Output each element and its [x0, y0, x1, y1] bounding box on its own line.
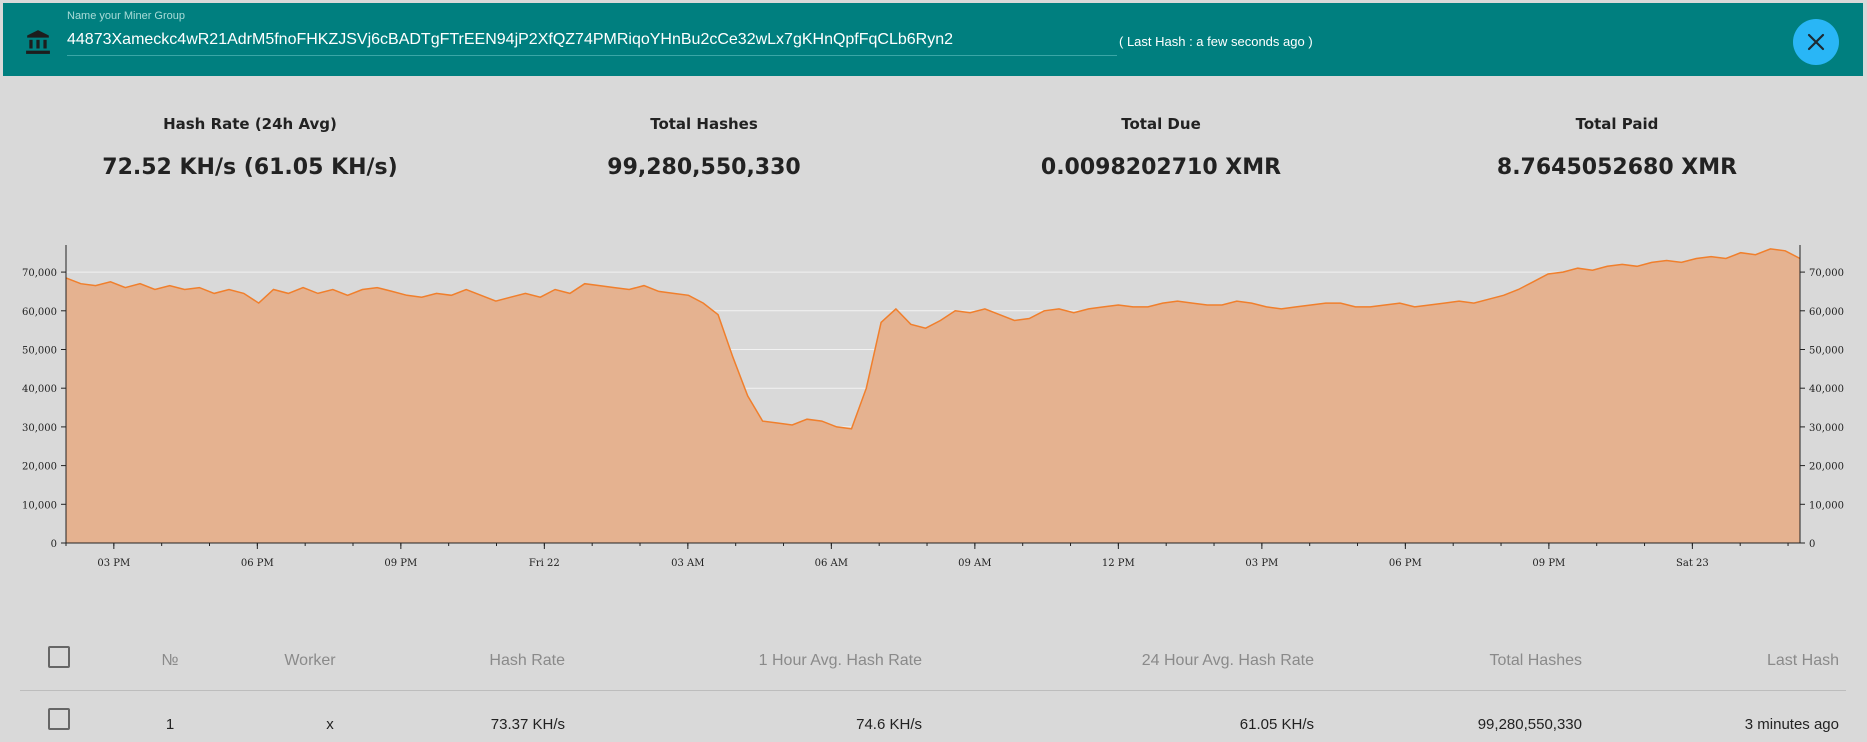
y-tick-label-left: 0	[51, 539, 57, 550]
table-row[interactable]: 1 x 73.37 KH/s 74.6 KH/s 61.05 KH/s 99,2…	[20, 692, 1846, 742]
x-tick-label: 06 AM	[815, 558, 848, 569]
y-tick-label-left: 10,000	[22, 500, 57, 511]
header-total-hashes[interactable]: Total Hashes	[1489, 652, 1583, 669]
cell-24h-avg: 61.05 KH/s	[1239, 716, 1314, 733]
header-1h-avg[interactable]: 1 Hour Avg. Hash Rate	[758, 652, 922, 669]
hashrate-chart: 0 0 10,000 10,000 20,000 20,000 30,000 30,000 40…	[22, 245, 1844, 569]
y-tick-label-left: 60,000	[22, 307, 57, 318]
y-tick-label-left: 30,000	[22, 423, 57, 434]
cell-last-hash: 3 minutes ago	[1744, 716, 1839, 733]
header-last-hash[interactable]: Last Hash	[1766, 652, 1839, 669]
y-tick-label-left: 50,000	[22, 345, 57, 356]
x-tick-label: 12 PM	[1102, 558, 1135, 569]
stat-value: 8.7645052680 XMR	[1496, 155, 1738, 180]
stat-total-paid: Total Paid 8.7645052680 XMR	[1417, 115, 1817, 180]
group-name-input[interactable]	[67, 25, 1117, 56]
close-icon	[1807, 33, 1825, 51]
close-button[interactable]	[1793, 19, 1839, 65]
y-tick-label-left: 20,000	[22, 462, 57, 473]
header-hash-rate[interactable]: Hash Rate	[489, 652, 565, 669]
stat-hash-rate: Hash Rate (24h Avg) 72.52 KH/s (61.05 KH…	[50, 115, 450, 180]
header-num[interactable]: №	[161, 652, 179, 669]
x-tick-label: 09 AM	[958, 558, 991, 569]
y-tick-label-left: 40,000	[22, 384, 57, 395]
stat-label: Total Due	[1121, 115, 1201, 133]
bank-icon	[26, 30, 50, 54]
x-tick-label: 03 PM	[1245, 558, 1278, 569]
y-tick-label-right: 20,000	[1809, 462, 1844, 473]
y-tick-label-right: 50,000	[1809, 345, 1844, 356]
header-bar: Name your Miner Group ( Last Hash : a fe…	[3, 3, 1863, 76]
stat-label: Hash Rate (24h Avg)	[163, 115, 337, 133]
row-checkbox[interactable]	[48, 708, 70, 730]
y-tick-label-right: 70,000	[1809, 268, 1844, 279]
cell-num: 1	[165, 716, 175, 733]
x-tick-label: Sat 23	[1676, 558, 1709, 569]
x-tick-label: 09 PM	[384, 558, 417, 569]
header-24h-avg[interactable]: 24 Hour Avg. Hash Rate	[1141, 652, 1314, 669]
last-hash-status: ( Last Hash : a few seconds ago )	[1119, 34, 1313, 49]
series-line	[65, 248, 1801, 430]
cell-worker: x	[326, 716, 334, 733]
x-tick-label: 06 PM	[1389, 558, 1422, 569]
cell-total-hashes: 99,280,550,330	[1477, 716, 1582, 733]
stat-total-due: Total Due 0.0098202710 XMR	[961, 115, 1361, 180]
y-tick-label-right: 0	[1809, 539, 1815, 550]
cell-hash-rate: 73.37 KH/s	[490, 716, 565, 733]
y-tick-label-right: 30,000	[1809, 423, 1844, 434]
stat-label: Total Hashes	[650, 115, 758, 133]
y-tick-label-right: 10,000	[1809, 500, 1844, 511]
series-area	[66, 248, 1800, 543]
header-worker[interactable]: Worker	[284, 652, 336, 669]
y-tick-label-right: 60,000	[1809, 307, 1844, 318]
y-tick-label-left: 70,000	[22, 268, 57, 279]
x-tick-label: 06 PM	[241, 558, 274, 569]
y-tick-label-right: 40,000	[1809, 384, 1844, 395]
stat-total-hashes: Total Hashes 99,280,550,330	[504, 115, 904, 180]
stat-value: 0.0098202710 XMR	[1040, 155, 1282, 180]
select-all-checkbox[interactable]	[48, 646, 70, 668]
stat-value: 99,280,550,330	[607, 155, 801, 180]
x-tick-label: 03 PM	[97, 558, 130, 569]
x-tick-label: 09 PM	[1532, 558, 1565, 569]
cell-1h-avg: 74.6 KH/s	[856, 716, 922, 733]
stat-label: Total Paid	[1575, 115, 1659, 133]
group-name-label: Name your Miner Group	[67, 10, 185, 22]
table-header-row: № Worker Hash Rate 1 Hour Avg. Hash Rate…	[20, 632, 1846, 691]
stat-value: 72.52 KH/s (61.05 KH/s)	[102, 155, 398, 180]
x-tick-label: 03 AM	[671, 558, 704, 569]
x-tick-label: Fri 22	[529, 558, 560, 569]
